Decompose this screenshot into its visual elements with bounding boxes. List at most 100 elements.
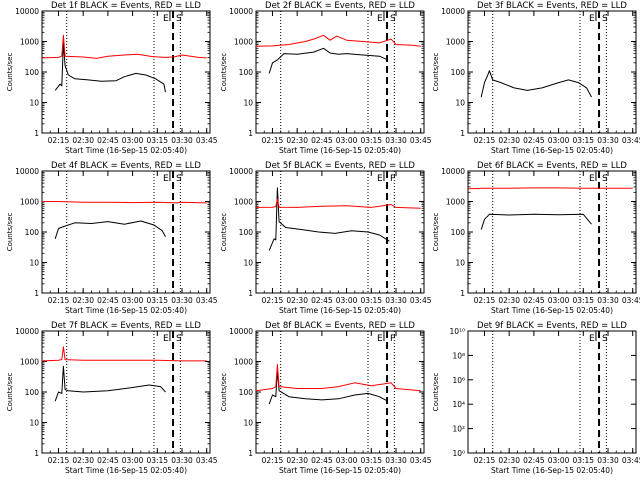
x-tick-label: 02:30 — [286, 456, 308, 465]
x-tick-label: 02:30 — [498, 296, 520, 305]
lld-series-line-det5 — [255, 198, 421, 209]
y-tick-label: 1 — [248, 289, 253, 298]
plot-title-det7: Det 7f BLACK = Events, RED = LLD — [51, 321, 201, 331]
marker-label: E — [589, 334, 595, 344]
y-tick-label: 10000 — [441, 7, 465, 16]
marker-label: S — [176, 14, 182, 24]
y-tick-label: 10 — [243, 419, 253, 428]
x-tick-label: 03:30 — [597, 456, 619, 465]
y-tick-label: 10 — [455, 259, 465, 268]
x-tick-label: 03:30 — [597, 136, 619, 145]
y-axis-label: Counts/sec — [6, 53, 14, 92]
y-tick-label: 10⁰ — [452, 449, 465, 458]
y-tick-label: 10⁶ — [452, 376, 465, 385]
x-tick-label: 03:15 — [360, 136, 382, 145]
x-tick-label: 03:00 — [122, 296, 144, 305]
events-series-line-det4 — [54, 220, 166, 239]
x-tick-label: 02:15 — [48, 136, 70, 145]
x-tick-label: 02:45 — [311, 456, 333, 465]
x-tick-label: 03:45 — [196, 456, 218, 465]
plot-title-det2: Det 2f BLACK = Events, RED = LLD — [265, 1, 415, 11]
y-tick-label: 100 — [239, 388, 254, 397]
y-tick-label: 1000 — [234, 358, 253, 367]
x-tick-label: 03:15 — [360, 296, 382, 305]
x-axis-label: Start Time (16-Sep-15 02:05:40) — [65, 306, 187, 315]
plot-title-det9: Det 9f BLACK = Events, RED = LLD — [477, 321, 627, 331]
x-tick-label: 02:30 — [498, 136, 520, 145]
x-tick-label: 03:15 — [146, 456, 168, 465]
marker-label: E — [163, 14, 169, 24]
events-series-line-det5 — [268, 187, 390, 251]
y-tick-label: 10 — [455, 99, 465, 108]
marker-label: S — [176, 334, 182, 344]
plot-title-det6: Det 6f BLACK = Events, RED = LLD — [477, 161, 627, 171]
y-tick-label: 1 — [248, 129, 253, 138]
x-tick-label: 02:30 — [286, 136, 308, 145]
y-tick-label: 1000 — [234, 198, 253, 207]
y-tick-label: 1 — [34, 129, 39, 138]
x-tick-label: 02:45 — [523, 296, 545, 305]
y-tick-label: 10 — [29, 259, 39, 268]
x-tick-label: 02:30 — [72, 296, 94, 305]
x-tick-label: 02:15 — [474, 456, 496, 465]
plot-title-det1: Det 1f BLACK = Events, RED = LLD — [51, 1, 201, 11]
x-tick-label: 03:45 — [622, 296, 640, 305]
lld-series-line-det1 — [41, 34, 207, 59]
x-axis-label: Start Time (16-Sep-15 02:05:40) — [65, 466, 187, 475]
y-axis-label: Counts/sec — [220, 53, 228, 92]
y-tick-label: 10 — [243, 99, 253, 108]
y-axis-label: Counts/sec — [432, 373, 440, 412]
x-tick-label: 02:15 — [474, 136, 496, 145]
y-tick-label: 10² — [452, 425, 465, 434]
plot-title-det5: Det 5f BLACK = Events, RED = LLD — [265, 161, 415, 171]
y-tick-label: 1000 — [446, 38, 465, 47]
x-tick-label: 03:45 — [410, 296, 432, 305]
x-tick-label: 02:45 — [97, 296, 119, 305]
y-tick-label: 10000 — [15, 167, 39, 176]
x-tick-label: 02:30 — [498, 456, 520, 465]
x-axis-label: Start Time (16-Sep-15 02:05:40) — [491, 306, 613, 315]
y-tick-label: 100 — [451, 228, 466, 237]
x-tick-label: 02:15 — [48, 296, 70, 305]
y-tick-label: 10 — [29, 99, 39, 108]
y-tick-label: 10¹⁰ — [449, 327, 465, 336]
x-tick-label: 02:15 — [474, 296, 496, 305]
y-tick-label: 10000 — [441, 167, 465, 176]
x-axis-label: Start Time (16-Sep-15 02:05:40) — [279, 146, 401, 155]
y-axis-label: Counts/sec — [432, 53, 440, 92]
y-axis-label: Counts/sec — [220, 213, 228, 252]
marker-label: E — [377, 14, 383, 24]
plot-title-det8: Det 8f BLACK = Events, RED = LLD — [265, 321, 415, 331]
x-tick-label: 03:15 — [146, 296, 168, 305]
x-tick-label: 03:00 — [548, 296, 570, 305]
x-tick-label: 03:30 — [385, 296, 407, 305]
events-series-line-det3 — [480, 70, 592, 98]
x-tick-label: 03:45 — [410, 456, 432, 465]
marker-label: E — [377, 334, 383, 344]
y-axis-label: Counts/sec — [220, 373, 228, 412]
x-tick-label: 03:30 — [385, 136, 407, 145]
y-tick-label: 10000 — [229, 327, 253, 336]
x-tick-label: 03:00 — [336, 136, 358, 145]
y-tick-label: 100 — [25, 68, 40, 77]
y-tick-label: 1000 — [234, 38, 253, 47]
x-axis-label: Start Time (16-Sep-15 02:05:40) — [279, 306, 401, 315]
y-tick-label: 10⁸ — [452, 351, 465, 360]
x-tick-label: 02:45 — [311, 296, 333, 305]
events-series-line-det6 — [480, 213, 592, 230]
x-axis-label: Start Time (16-Sep-15 02:05:40) — [65, 146, 187, 155]
marker-label: S — [176, 174, 182, 184]
x-tick-label: 03:15 — [572, 296, 594, 305]
x-tick-label: 03:00 — [336, 296, 358, 305]
x-tick-label: 02:45 — [523, 136, 545, 145]
marker-label: E — [589, 14, 595, 24]
y-tick-label: 1 — [34, 289, 39, 298]
marker-label: P — [390, 174, 396, 184]
y-axis-label: Counts/sec — [6, 373, 14, 412]
lld-series-line-det8 — [255, 364, 421, 392]
x-tick-label: 03:00 — [548, 456, 570, 465]
y-tick-label: 1 — [460, 129, 465, 138]
y-tick-label: 1 — [460, 289, 465, 298]
